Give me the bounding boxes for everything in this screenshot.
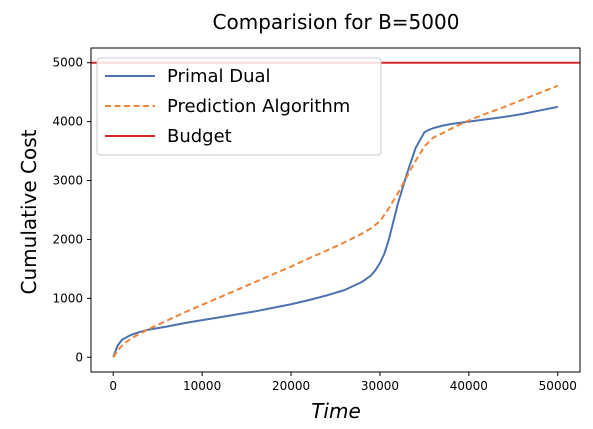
series-line-primal-dual — [112, 105, 558, 358]
x-tick-label: 20000 — [272, 379, 310, 393]
chart-title: Comparision for B=5000 — [213, 10, 460, 34]
legend-label-prediction-algorithm: Prediction Algorithm — [167, 96, 350, 117]
y-tick-label: 5000 — [52, 56, 83, 70]
y-tick-label: 2000 — [52, 232, 83, 246]
y-tick-label: 1000 — [52, 291, 83, 305]
y-axis-label: Cumulative Cost — [17, 129, 41, 294]
y-tick-label: 4000 — [52, 115, 83, 129]
x-tick-label: 40000 — [450, 379, 488, 393]
y-tick-label: 3000 — [52, 174, 83, 188]
series-line-prediction-algorithm — [112, 84, 559, 358]
x-tick-label: 10000 — [183, 379, 221, 393]
y-tick-label: 0 — [75, 350, 83, 364]
x-tick-label: 50000 — [539, 379, 577, 393]
legend-label-budget: Budget — [167, 126, 232, 147]
x-tick-label: 30000 — [361, 379, 399, 393]
legend-label-primal-dual: Primal Dual — [167, 66, 271, 87]
legend: Primal Dual Prediction Algorithm Budget — [96, 57, 382, 156]
plot-frame — [90, 47, 581, 373]
legend-box — [96, 57, 382, 156]
x-tick-label: 0 — [109, 379, 117, 393]
x-axis-label: Time — [311, 399, 361, 423]
